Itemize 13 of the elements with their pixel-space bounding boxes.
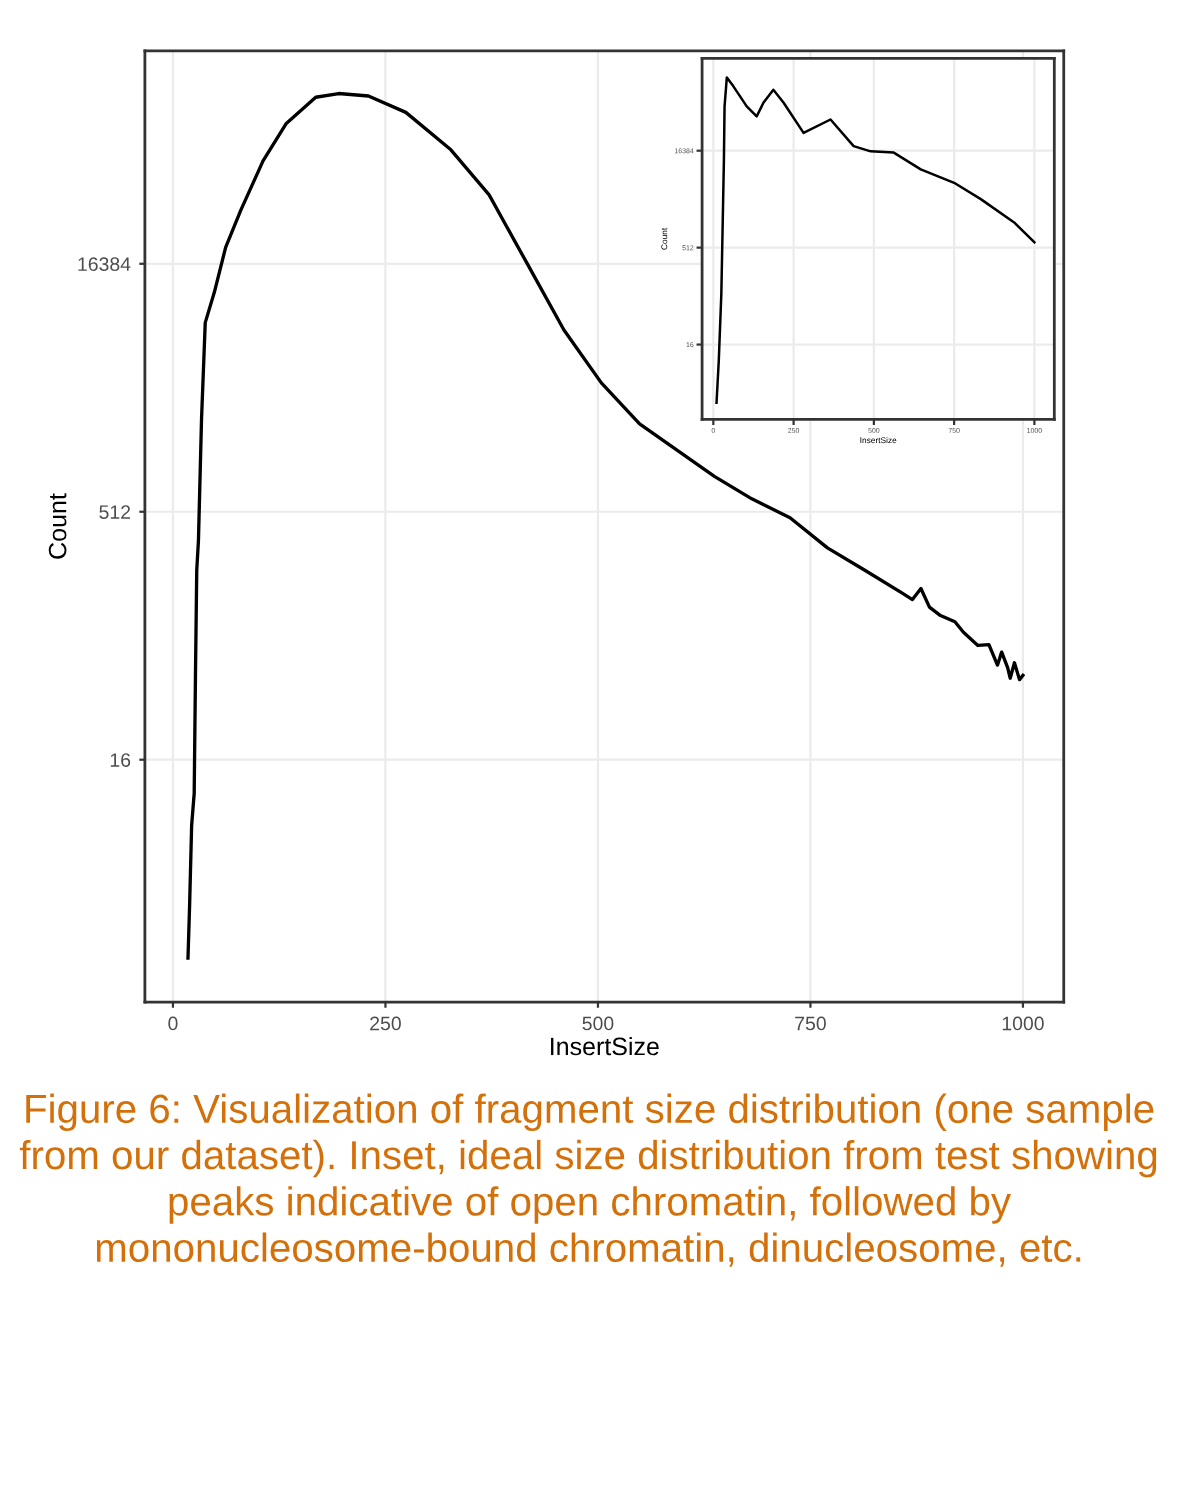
y-tick-label: 512	[99, 505, 131, 519]
y-axis-title: Count	[48, 493, 67, 559]
line-series	[715, 76, 1036, 404]
x-tick-label: 1000	[1002, 1016, 1044, 1031]
caption: Figure 6: Visualization of fragment size distribution (one sample from our dataset). Inset, ideal size distribution from test showing peaks indicative of open chromatin, followed by mononucleosome-bound chromatin, dinucleosome, etc.	[19, 1093, 1157, 1267]
y-tick-label: 16384	[78, 257, 131, 272]
x-tick-label: 750	[795, 1016, 826, 1031]
x-tick-label: 500	[582, 1016, 614, 1031]
line-series	[186, 91, 1025, 960]
x-tick-label: 250	[370, 1016, 401, 1031]
x-tick-label: 0	[168, 1016, 178, 1031]
y-tick-label: 16	[110, 753, 131, 767]
x-axis-title: InsertSize	[551, 1036, 659, 1056]
